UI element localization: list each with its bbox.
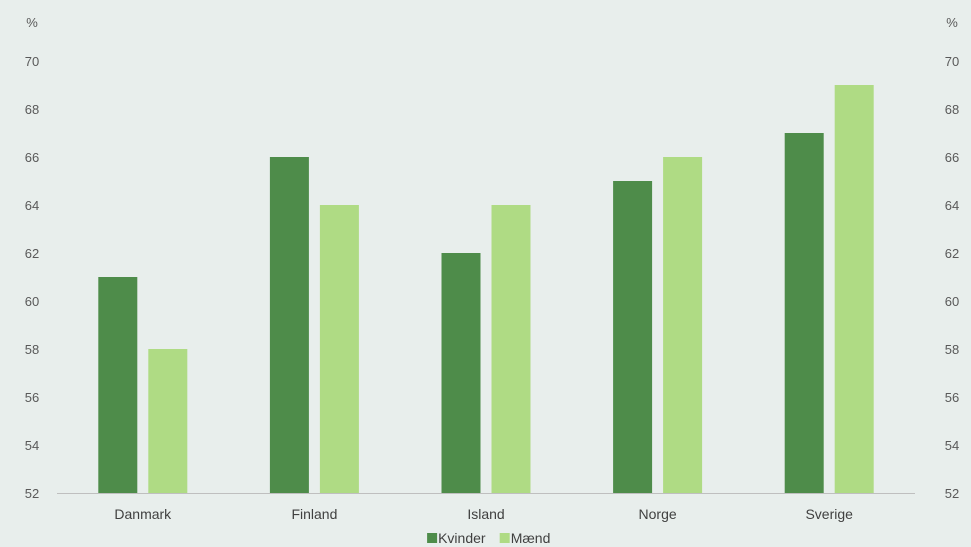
bars-group [98, 85, 874, 493]
bar-norge-kvinder [613, 181, 653, 493]
y-tick-right-9: 70 [945, 54, 959, 69]
y-tick-left-1: 54 [25, 438, 39, 453]
bar-sverige-maend [834, 85, 874, 493]
y-tick-right-0: 52 [945, 486, 959, 501]
y-tick-left-6: 64 [25, 198, 39, 213]
y-tick-left-2: 56 [25, 390, 39, 405]
legend: Kvinder Mænd [427, 530, 550, 546]
bar-island-kvinder [441, 253, 481, 493]
y-tick-left-5: 62 [25, 246, 39, 261]
y-tick-right-2: 56 [945, 390, 959, 405]
legend-swatch-maend [499, 533, 510, 543]
y-tick-right-3: 58 [945, 342, 959, 357]
x-tick-finland: Finland [291, 506, 337, 522]
bar-finland-kvinder [269, 157, 309, 493]
legend-swatch-kvinder [427, 533, 438, 543]
y-axis-right: 52 54 56 58 60 62 64 66 68 70 [945, 54, 959, 501]
x-tick-island: Island [467, 506, 504, 522]
legend-label-kvinder: Kvinder [438, 530, 486, 546]
y-tick-left-0: 52 [25, 486, 39, 501]
y-tick-right-8: 68 [945, 102, 959, 117]
y-tick-right-4: 60 [945, 294, 959, 309]
y-tick-right-7: 66 [945, 150, 959, 165]
y-axis-unit-left: % [26, 15, 38, 30]
x-tick-sverige: Sverige [805, 506, 853, 522]
bar-norge-maend [663, 157, 703, 493]
bar-danmark-maend [148, 349, 188, 493]
y-tick-left-4: 60 [25, 294, 39, 309]
x-tick-danmark: Danmark [114, 506, 172, 522]
x-axis-categories: Danmark Finland Island Norge Sverige [114, 506, 853, 522]
y-tick-left-8: 68 [25, 102, 39, 117]
bar-island-maend [491, 205, 531, 493]
legend-label-maend: Mænd [511, 530, 551, 546]
y-tick-left-9: 70 [25, 54, 39, 69]
y-axis-left: 52 54 56 58 60 62 64 66 68 70 [25, 54, 39, 501]
y-axis-unit-right: % [946, 15, 958, 30]
bar-danmark-kvinder [98, 277, 138, 493]
bar-sverige-kvinder [784, 133, 824, 493]
y-tick-left-7: 66 [25, 150, 39, 165]
bar-finland-maend [319, 205, 359, 493]
y-tick-right-5: 62 [945, 246, 959, 261]
y-tick-right-1: 54 [945, 438, 959, 453]
y-tick-right-6: 64 [945, 198, 959, 213]
x-tick-norge: Norge [639, 506, 677, 522]
y-tick-left-3: 58 [25, 342, 39, 357]
